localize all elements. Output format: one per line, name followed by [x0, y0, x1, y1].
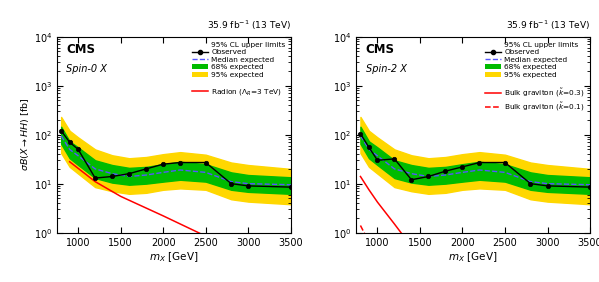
Text: Spin-2 X: Spin-2 X	[365, 64, 407, 74]
Legend: 95% CL upper limits, Observed, Median expected, 68% expected, 95% expected, , Bu: 95% CL upper limits, Observed, Median ex…	[483, 40, 586, 114]
X-axis label: $m_X$ [GeV]: $m_X$ [GeV]	[449, 250, 498, 264]
Text: 35.9 fb$^{-1}$ (13 TeV): 35.9 fb$^{-1}$ (13 TeV)	[207, 18, 291, 32]
Text: CMS: CMS	[365, 43, 395, 56]
Text: 35.9 fb$^{-1}$ (13 TeV): 35.9 fb$^{-1}$ (13 TeV)	[506, 18, 590, 32]
Legend: 95% CL upper limits, Observed, Median expected, 68% expected, 95% expected, , Ra: 95% CL upper limits, Observed, Median ex…	[190, 40, 287, 98]
Y-axis label: $\sigma B(X \rightarrow HH)$ [fb]: $\sigma B(X \rightarrow HH)$ [fb]	[19, 98, 31, 171]
Text: CMS: CMS	[66, 43, 95, 56]
X-axis label: $m_X$ [GeV]: $m_X$ [GeV]	[149, 250, 198, 264]
Text: Spin-0 X: Spin-0 X	[66, 64, 107, 74]
